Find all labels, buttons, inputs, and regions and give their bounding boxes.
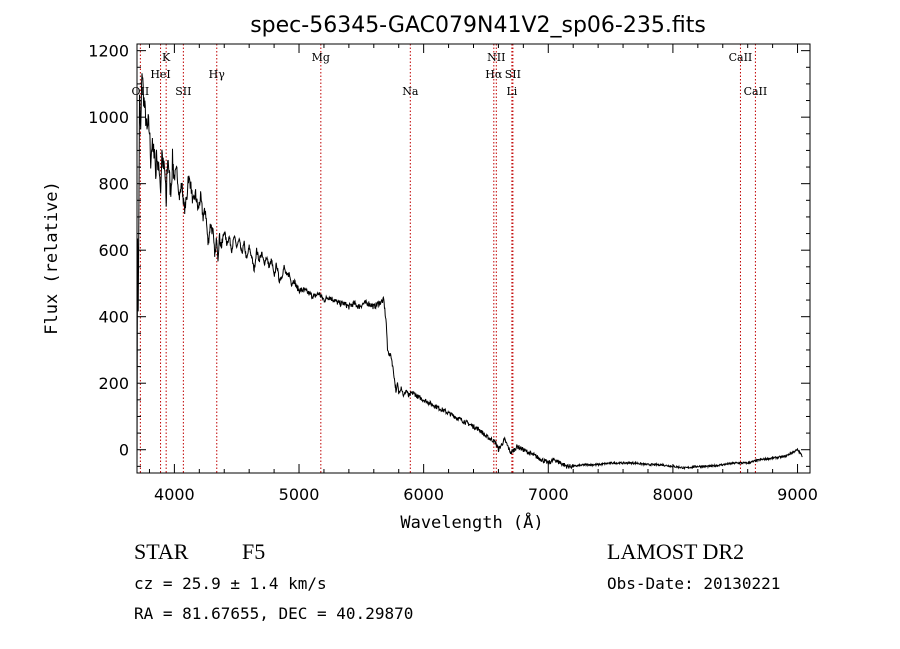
x-tick-label-5: 9000 bbox=[777, 485, 818, 504]
line-label-9: SII bbox=[505, 68, 521, 81]
y-axis-ticks: 0 200 400 600 800 1000 1200 bbox=[88, 42, 810, 467]
survey-name: LAMOST DR2 bbox=[607, 539, 745, 564]
x-axis-label: Wavelength (Å) bbox=[400, 511, 543, 533]
object-class: STAR bbox=[134, 539, 189, 564]
spectral-line-markers bbox=[139, 44, 756, 473]
observation-date: Obs-Date: 20130221 bbox=[607, 574, 781, 593]
object-subclass: F5 bbox=[242, 539, 266, 564]
coordinates: RA = 81.67655, DEC = 40.29870 bbox=[134, 604, 414, 623]
line-label-6: Na bbox=[402, 85, 419, 98]
line-label-12: CaII bbox=[744, 85, 768, 98]
line-label-4: Hγ bbox=[209, 68, 226, 81]
y-tick-label-3: 600 bbox=[98, 241, 129, 260]
plot-frame bbox=[136, 43, 811, 474]
line-label-8: Hα bbox=[485, 68, 503, 81]
line-label-5: Mg bbox=[312, 51, 330, 64]
line-label-3: SII bbox=[175, 85, 191, 98]
y-tick-label-0: 0 bbox=[119, 441, 129, 460]
line-label-0: OII bbox=[132, 85, 150, 98]
x-tick-label-2: 6000 bbox=[403, 485, 444, 504]
line-label-11: CaII bbox=[729, 51, 753, 64]
y-tick-label-4: 800 bbox=[98, 175, 129, 194]
x-tick-label-0: 4000 bbox=[154, 485, 195, 504]
line-label-10: Li bbox=[506, 85, 517, 98]
x-tick-label-1: 5000 bbox=[279, 485, 320, 504]
y-tick-label-5: 1000 bbox=[88, 108, 129, 127]
line-label-1: K bbox=[162, 51, 171, 64]
y-tick-label-2: 400 bbox=[98, 308, 129, 327]
x-tick-label-3: 7000 bbox=[528, 485, 569, 504]
chart-title: spec-56345-GAC079N41V2_sp06-235.fits bbox=[250, 13, 706, 38]
y-tick-label-6: 1200 bbox=[88, 42, 129, 61]
y-axis-label: Flux (relative) bbox=[42, 181, 62, 335]
line-label-7: NII bbox=[487, 51, 505, 64]
y-tick-label-1: 200 bbox=[98, 374, 129, 393]
line-label-2: HeI bbox=[150, 68, 170, 81]
x-axis-ticks: 4000 5000 6000 7000 8000 9000 bbox=[148, 44, 818, 504]
x-tick-label-4: 8000 bbox=[653, 485, 694, 504]
spectrum-line bbox=[136, 73, 803, 471]
radial-velocity: cz = 25.9 ± 1.4 km/s bbox=[134, 574, 327, 593]
